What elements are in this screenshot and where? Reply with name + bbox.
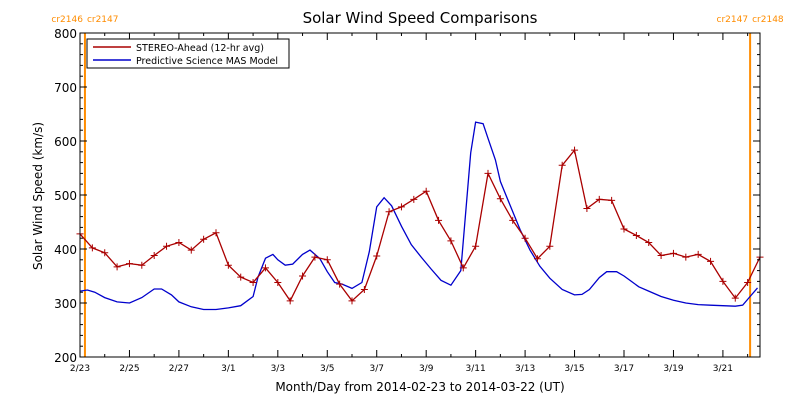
x-tick-label-6: 3/7 <box>369 364 383 374</box>
series-line-1 <box>79 121 758 311</box>
x-tick-label-7: 3/9 <box>419 364 434 374</box>
y-axis-label: Solar Wind Speed (km/s) <box>31 122 45 270</box>
x-tick-label-12: 3/19 <box>663 364 683 374</box>
data-point-0-24 <box>373 252 381 260</box>
data-point-0-13 <box>237 273 245 281</box>
data-point-0-2 <box>101 249 109 257</box>
legend-label-model: Predictive Science MAS Model <box>136 56 278 67</box>
data-point-0-9 <box>187 246 195 254</box>
data-point-0-8 <box>175 239 183 247</box>
data-point-0-54 <box>744 278 752 286</box>
data-point-0-53 <box>731 294 739 302</box>
y-tick-label-2: 400 <box>54 243 77 257</box>
data-point-0-5 <box>138 261 146 269</box>
chart-title: Solar Wind Speed Comparisons <box>303 9 538 27</box>
x-tick-label-13: 3/21 <box>713 364 733 374</box>
data-point-0-43 <box>608 196 616 204</box>
data-point-0-25 <box>385 208 393 216</box>
data-point-0-18 <box>299 272 307 280</box>
legend-label-stereo: STEREO-Ahead (12-hr avg) <box>136 43 264 54</box>
data-point-0-15 <box>261 264 269 272</box>
data-point-0-14 <box>249 278 257 286</box>
y-tick-label-6: 800 <box>54 27 77 41</box>
x-tick-label-9: 3/13 <box>515 364 535 374</box>
data-point-0-6 <box>150 251 158 259</box>
carrington-label-left-1: cr2147 <box>717 15 749 25</box>
data-point-0-45 <box>632 232 640 239</box>
x-tick-label-10: 3/15 <box>564 364 584 374</box>
data-point-0-4 <box>125 260 133 268</box>
data-point-0-23 <box>360 286 368 293</box>
axis-layer: 200 300 400 500 600 700 800 2/23 2/25 2/27 3/1 3/3 3… <box>54 27 760 374</box>
x-tick-label-1: 2/25 <box>119 364 139 374</box>
data-point-0-12 <box>224 261 232 269</box>
data-point-0-10 <box>200 235 208 243</box>
data-point-0-26 <box>397 203 405 211</box>
data-point-0-33 <box>484 169 492 177</box>
x-tick-label-4: 3/3 <box>271 364 285 374</box>
data-point-0-22 <box>348 297 356 305</box>
x-tick-label-8: 3/11 <box>466 364 486 374</box>
y-tick-label-5: 700 <box>54 81 77 95</box>
y-tick-label-4: 600 <box>54 135 77 149</box>
x-tick-label-0: 2/23 <box>70 364 90 374</box>
series-layer <box>76 121 764 311</box>
x-tick-label-5: 3/5 <box>320 364 334 374</box>
data-point-0-17 <box>286 297 294 305</box>
x-tick-label-2: 2/27 <box>169 364 189 374</box>
data-point-0-34 <box>496 195 504 203</box>
carrington-label-left-0: cr2146 <box>51 15 83 25</box>
x-axis-label: Month/Day from 2014-02-23 to 2014-03-22 … <box>275 380 564 394</box>
data-point-0-11 <box>212 229 220 237</box>
data-point-0-39 <box>558 161 566 169</box>
data-point-0-36 <box>521 234 529 242</box>
carrington-label-right-1: cr2148 <box>752 15 784 25</box>
data-point-0-3 <box>113 263 121 271</box>
x-tick-label-3: 3/1 <box>221 364 235 374</box>
data-point-0-38 <box>546 242 554 250</box>
data-point-0-21 <box>336 280 344 288</box>
data-point-0-35 <box>509 216 517 224</box>
data-point-0-29 <box>435 216 443 224</box>
data-point-0-20 <box>323 256 331 264</box>
data-point-0-1 <box>88 244 96 252</box>
data-point-0-44 <box>620 225 628 233</box>
data-point-0-42 <box>595 195 603 203</box>
data-point-0-46 <box>645 239 653 247</box>
data-point-0-49 <box>682 253 690 261</box>
y-tick-label-1: 300 <box>54 297 77 311</box>
data-point-0-31 <box>459 264 467 272</box>
data-point-0-30 <box>447 237 455 245</box>
data-point-0-51 <box>707 257 715 265</box>
data-point-0-50 <box>694 250 702 258</box>
data-point-0-48 <box>669 249 677 257</box>
y-tick-label-3: 500 <box>54 189 77 203</box>
data-point-0-32 <box>472 242 480 250</box>
data-point-0-16 <box>274 278 282 286</box>
data-point-0-47 <box>657 251 665 259</box>
data-point-0-52 <box>719 277 727 285</box>
data-point-0-41 <box>583 205 591 212</box>
legend: STEREO-Ahead (12-hr avg) Predictive Scie… <box>86 38 290 69</box>
data-point-0-28 <box>422 187 430 195</box>
x-tick-label-11: 3/17 <box>614 364 634 374</box>
carrington-label-right-0: cr2147 <box>87 15 119 25</box>
legend-box <box>86 38 290 69</box>
data-point-0-37 <box>533 255 541 263</box>
data-point-0-7 <box>163 242 171 250</box>
data-point-0-27 <box>410 195 418 203</box>
data-point-0-40 <box>571 146 579 154</box>
series-line-0 <box>79 148 761 303</box>
data-point-0-19 <box>311 253 319 261</box>
y-tick-label-0: 200 <box>54 351 77 365</box>
